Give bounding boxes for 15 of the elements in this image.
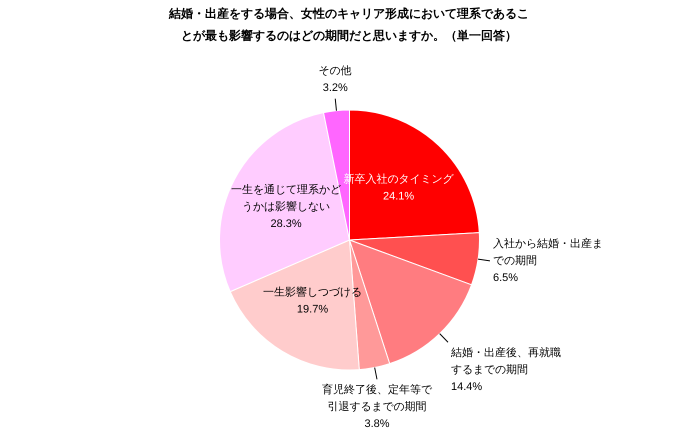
data-label: 28.3% (270, 218, 302, 230)
slice-label: 結婚・出産後、再就職するまでの期間 (450, 346, 561, 376)
data-label: 24.1% (383, 190, 414, 203)
data-label: 19.7% (296, 304, 328, 316)
data-label: 14.4% (451, 380, 482, 393)
slice-label: 一生影響しつづける (263, 286, 362, 299)
slice-label: 一生を通じて理系かどうかは影響しない (231, 182, 342, 213)
slice-label: その他 (318, 65, 352, 78)
slice-label: 育児終了後、定年等で引退するまでの期間 (322, 382, 433, 413)
data-label: 3.2% (322, 82, 348, 94)
slice-label: 入社から結婚・出産までの期間 (492, 236, 603, 267)
chart-title: 結婚・出産をする場合、女性のキャリア形成において理系であることが最も影響するのはどの期間だと思いますか。（単一回答） (168, 6, 529, 42)
data-label: 6.5% (492, 272, 518, 284)
slice-label: 新卒入社のタイミング (344, 172, 455, 186)
data-label: 3.8% (364, 418, 390, 430)
